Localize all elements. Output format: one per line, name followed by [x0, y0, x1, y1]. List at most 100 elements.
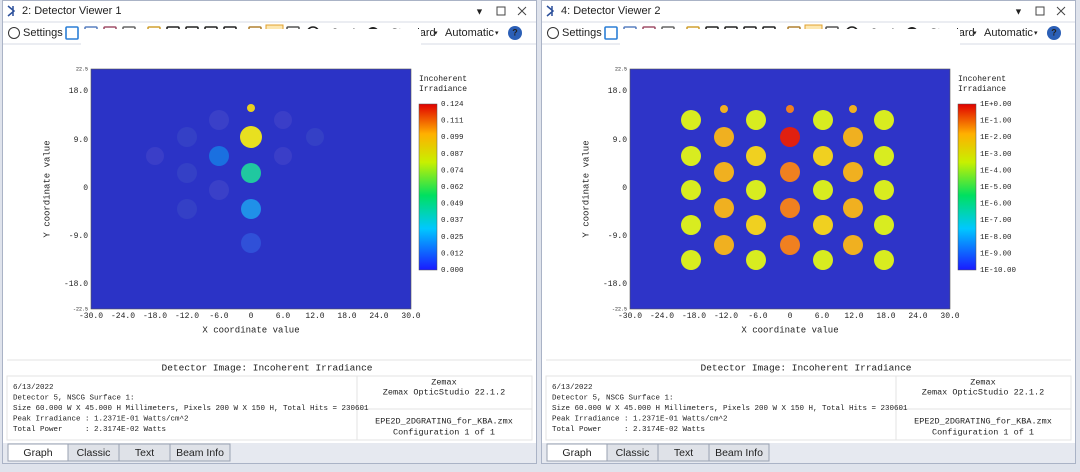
irradiance-spot — [146, 147, 164, 165]
legend-title: Incoherent — [419, 75, 467, 84]
x-tick-label: 24.0 — [908, 312, 927, 321]
irradiance-spot — [843, 162, 863, 182]
x-axis-label: X coordinate value — [202, 325, 299, 335]
irradiance-spot — [874, 250, 894, 270]
color-bar — [418, 103, 438, 271]
irradiance-spot — [780, 127, 800, 147]
irradiance-spot — [681, 146, 701, 166]
x-tick-label: -18.0 — [682, 312, 706, 321]
irradiance-spot — [241, 163, 261, 183]
tab-label[interactable]: Beam Info — [176, 447, 224, 459]
x-tick-label: 18.0 — [337, 312, 356, 321]
help-button[interactable] — [1047, 26, 1061, 40]
irradiance-spot — [849, 105, 857, 113]
automatic-dropdown[interactable]: Automatic — [984, 27, 1033, 39]
irradiance-spot — [681, 215, 701, 235]
color-bar-label: 1E-1.00 — [980, 118, 1012, 126]
toolbar-icon[interactable] — [65, 26, 79, 40]
detector-image-clip — [620, 29, 960, 69]
window-menu-button[interactable]: ▼ — [1014, 6, 1023, 16]
irradiance-spot — [843, 198, 863, 218]
title-bar — [3, 1, 536, 21]
tab-label[interactable]: Classic — [616, 447, 650, 459]
tab-label[interactable]: Graph — [23, 447, 52, 459]
image-caption: Detector Image: Incoherent Irradiance — [701, 363, 912, 374]
irradiance-spot — [874, 146, 894, 166]
tab-label[interactable]: Text — [135, 447, 154, 459]
x-tick-label: 30.0 — [940, 312, 959, 321]
footer-version: Zemax OpticStudio 22.1.2 — [922, 387, 1044, 397]
x-tick-label: 6.0 — [276, 312, 291, 321]
color-bar-label: 1E-8.00 — [980, 234, 1012, 242]
irradiance-spot — [714, 198, 734, 218]
y-axis-label: Y coordinate value — [581, 140, 591, 237]
close-button[interactable] — [517, 6, 527, 16]
color-bar-label: 0.049 — [441, 201, 464, 209]
tab-label[interactable]: Graph — [562, 447, 591, 459]
x-tick-label: -30.0 — [79, 312, 103, 321]
x-tick-label: -12.0 — [714, 312, 738, 321]
color-bar-label: 1E-7.00 — [980, 217, 1012, 225]
footer-box — [6, 375, 533, 441]
tab[interactable] — [169, 443, 231, 462]
irradiance-spot — [746, 110, 766, 130]
irradiance-spot — [306, 128, 324, 146]
toolbar-icon[interactable] — [604, 26, 618, 40]
settings-button[interactable]: Settings — [23, 27, 63, 39]
footer-text: Size 60.000 W X 45.000 H Millimeters, Pi… — [13, 405, 369, 413]
irradiance-spot — [780, 235, 800, 255]
color-bar-label: 1E-9.00 — [980, 250, 1012, 258]
irradiance-spot — [786, 105, 794, 113]
help-button[interactable] — [508, 26, 522, 40]
footer-text: Detector 5, NSCG Surface 1: — [552, 394, 674, 402]
window-icon — [546, 5, 555, 17]
irradiance-spot — [209, 146, 229, 166]
y-axis-label: Y coordinate value — [42, 140, 52, 237]
close-button[interactable] — [1056, 6, 1066, 16]
automatic-dropdown[interactable]: Automatic — [445, 27, 494, 39]
x-tick-label: 18.0 — [876, 312, 895, 321]
detector-image-clip — [81, 29, 421, 69]
irradiance-spot — [746, 250, 766, 270]
color-bar-label: 1E+0.00 — [980, 101, 1012, 109]
footer-box — [545, 375, 1072, 441]
irradiance-spot — [746, 215, 766, 235]
window-menu-button[interactable]: ▼ — [475, 6, 484, 16]
footer-company: Zemax — [431, 377, 457, 387]
help-button-label: ? — [512, 27, 518, 37]
irradiance-spot — [274, 111, 292, 129]
footer-text: 6/13/2022 — [13, 384, 54, 392]
irradiance-spot — [813, 180, 833, 200]
standard-dropdown-arrow: ▾ — [973, 30, 977, 37]
detector-window: 4: Detector Viewer 2▼Settings3 x 4▾Stand… — [541, 0, 1076, 464]
footer-text: Peak Irradiance : 1.2371E-01 Watts/cm^2 — [13, 414, 189, 423]
footer-text: 6/13/2022 — [552, 384, 593, 392]
maximize-button[interactable] — [496, 6, 506, 16]
tab-label[interactable]: Beam Info — [715, 447, 763, 459]
irradiance-spot — [813, 146, 833, 166]
detector-image-border — [629, 68, 951, 310]
tab[interactable] — [708, 443, 770, 462]
y-tick-label: 9.0 — [74, 136, 89, 145]
irradiance-spot — [241, 199, 261, 219]
maximize-button[interactable] — [1035, 6, 1045, 16]
tab-label[interactable]: Text — [674, 447, 693, 459]
window-icon — [7, 5, 16, 17]
color-bar-label: 0.087 — [441, 151, 464, 159]
y-tick-label: -22.5 — [73, 306, 88, 312]
y-tick-label: -22.5 — [612, 306, 627, 312]
color-bar-label: 1E-4.00 — [980, 167, 1012, 175]
footer-config: Configuration 1 of 1 — [932, 427, 1034, 437]
color-bar-label: 1E-10.00 — [980, 267, 1017, 275]
x-axis-label: X coordinate value — [741, 325, 838, 335]
settings-button[interactable]: Settings — [562, 27, 602, 39]
y-tick-label: 0 — [622, 184, 627, 193]
footer-text: Total Power : 2.3174E-02 Watts — [13, 426, 166, 434]
tab-label[interactable]: Classic — [77, 447, 111, 459]
color-bar — [957, 103, 977, 271]
x-tick-label: -24.0 — [650, 312, 674, 321]
footer-text: Size 60.000 W X 45.000 H Millimeters, Pi… — [552, 405, 908, 413]
x-tick-label: 0 — [249, 312, 254, 321]
footer-text: Peak Irradiance : 1.2371E-01 Watts/cm^2 — [552, 414, 728, 423]
